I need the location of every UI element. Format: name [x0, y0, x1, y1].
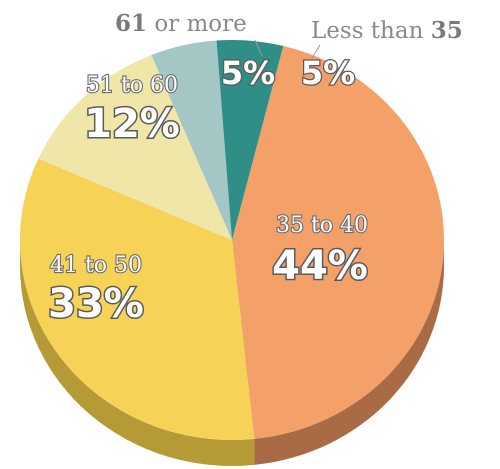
slice-61-or-more [151, 40, 232, 240]
leader-line-61-or-more [254, 39, 263, 57]
slice-label-less-than-35-number: 35 [431, 17, 463, 44]
pie-slices-layer [19, 40, 445, 441]
slice-value-less-than-35: 5% [301, 54, 355, 92]
slice-value-61-or-more: 5% [221, 54, 275, 92]
slice-label-61-or-more: 61 or more [115, 10, 247, 37]
leader-line-less-than-35 [311, 44, 321, 59]
slice-label-51-to-60: 51 to 60 [86, 73, 178, 98]
slice-value-35-to-40: 44% [272, 243, 368, 289]
pie-depth-layer [20, 240, 444, 467]
slice-label-61-or-more-text: or more [147, 11, 247, 37]
slice-label-less-than-35-text: Less than [311, 18, 431, 44]
slice-side-41-to-50 [20, 240, 255, 467]
slice-label-61-or-more-number: 61 [115, 10, 147, 37]
slice-label-35-to-40: 35 to 40 [276, 213, 368, 238]
slice-label-41-to-50: 41 to 50 [50, 253, 142, 278]
slice-value-51-to-60: 12% [84, 101, 180, 147]
slice-side-35-to-40 [254, 240, 444, 465]
slice-value-41-to-50: 33% [48, 281, 144, 327]
slice-less-than-35 [216, 40, 284, 241]
pie-labels-layer: 35 to 40 44% 41 to 50 33% 51 to 60 12% 6… [47, 10, 463, 329]
slice-35-to-40 [232, 45, 445, 439]
slice-label-less-than-35: Less than 35 [311, 17, 463, 44]
slice-41-to-50 [19, 158, 255, 441]
slice-51-to-60 [38, 55, 232, 240]
